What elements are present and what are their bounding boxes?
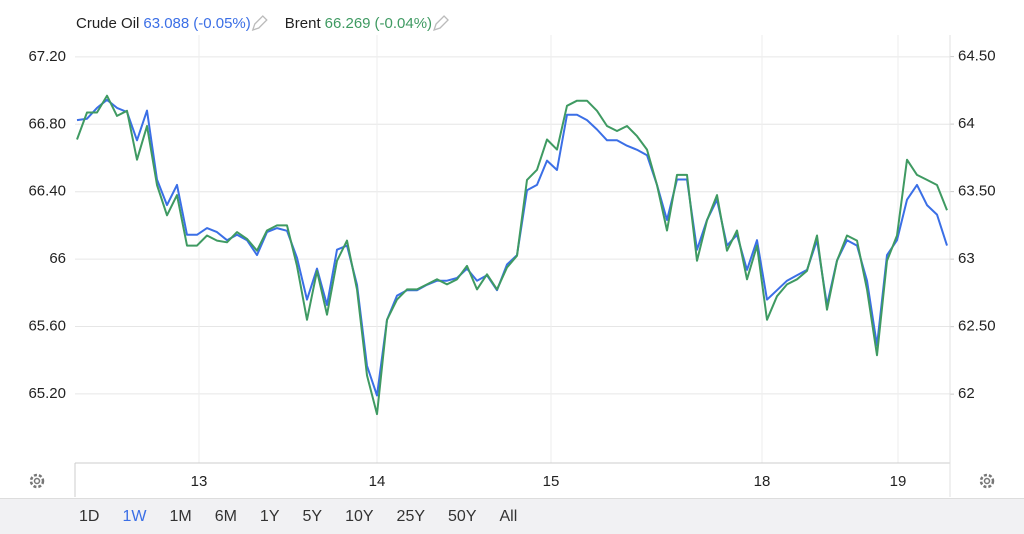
series-line [76, 98, 948, 397]
range-button[interactable]: 1D [79, 507, 100, 525]
y-tick-label: 67.20 [28, 48, 66, 65]
settings-icon[interactable] [29, 473, 45, 489]
legend-text: 63.088 [143, 15, 189, 32]
x-tick-label: 19 [890, 473, 907, 490]
y2-tick-label: 64 [958, 115, 975, 132]
edit-icon[interactable] [433, 15, 449, 32]
range-button[interactable]: 10Y [345, 507, 374, 525]
x-tick-label: 18 [754, 473, 771, 490]
legend-text: 66.269 [325, 15, 371, 32]
x-tick-label: 14 [369, 473, 386, 490]
range-bar: 1D 1W 1M 6M 1Y 5Y 10Y 25Y 50Y All [0, 498, 1024, 534]
legend-text: (-0.05%) [193, 15, 251, 32]
y-tick-label: 65.60 [28, 317, 66, 334]
legend-entry: Brent 66.269 (-0.04%) [285, 15, 432, 32]
range-button[interactable]: 1M [169, 507, 192, 525]
y-tick-label: 66 [49, 250, 66, 267]
x-tick-label: 13 [191, 473, 208, 490]
x-tick-label: 15 [543, 473, 560, 490]
y-tick-label: 66.80 [28, 115, 66, 132]
chart: Crude Oil 63.088 (-0.05%) Brent 66.269 (-0.04… [28, 15, 996, 497]
y2-tick-label: 62 [958, 385, 975, 402]
legend-text: (-0.04%) [375, 15, 433, 32]
y2-tick-label: 62.50 [958, 318, 996, 335]
range-button[interactable]: 6M [214, 507, 237, 525]
y-tick-label: 66.40 [28, 183, 66, 200]
legend-entry: Crude Oil 63.088 (-0.05%) [76, 15, 251, 32]
legend-text: Crude Oil [76, 15, 139, 32]
range-button[interactable]: 1W [122, 507, 147, 525]
legend: Crude Oil 63.088 (-0.05%) Brent 66.269 (-0.04… [76, 15, 449, 32]
y2-tick-label: 63.50 [958, 183, 996, 200]
series-line [76, 94, 948, 416]
range-button[interactable]: 1Y [259, 507, 280, 525]
y2-tick-label: 63 [958, 250, 975, 267]
settings-icon[interactable] [979, 473, 995, 489]
range-button[interactable]: 5Y [302, 507, 323, 525]
range-button[interactable]: 50Y [448, 507, 477, 525]
edit-icon[interactable] [251, 15, 268, 32]
y2-tick-label: 64.50 [958, 48, 996, 65]
range-button[interactable]: 25Y [396, 507, 426, 525]
range-button[interactable]: All [499, 507, 518, 525]
y-tick-label: 65.20 [28, 385, 66, 402]
legend-text: Brent [285, 15, 322, 32]
